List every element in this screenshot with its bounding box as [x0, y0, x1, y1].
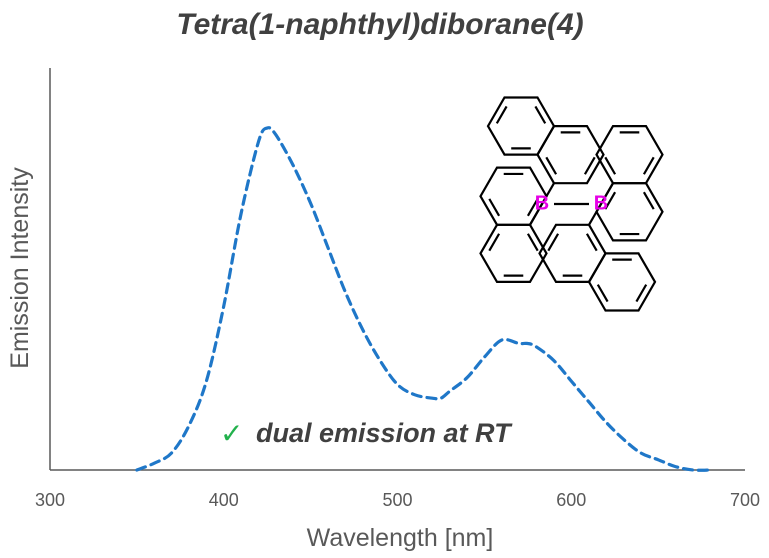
naphthalene-ring [595, 182, 664, 242]
atom-label-boron-right: B [594, 192, 608, 214]
molecule-structure [479, 96, 664, 312]
x-tick-label: 500 [382, 490, 412, 510]
double-bond [547, 233, 560, 252]
x-axis-label: Wavelength [nm] [307, 524, 494, 552]
atom-label-boron-left: B [535, 192, 549, 214]
x-tick-label: 400 [209, 490, 239, 510]
series-line-emission [135, 126, 712, 472]
double-bond [583, 156, 596, 175]
naphthalene-ring [595, 124, 664, 185]
double-bond [635, 284, 648, 303]
double-bond [585, 233, 598, 252]
double-bond [495, 105, 508, 124]
naphthalene-ring [486, 96, 556, 156]
x-tick-label: 700 [730, 490, 760, 510]
naphthalene-ring [587, 252, 657, 312]
x-tick-labels: 300 400 500 600 700 [35, 490, 760, 510]
double-bond [534, 105, 547, 124]
double-bond [596, 284, 609, 303]
naphthalene-ring [479, 223, 548, 283]
boron-carbon-bond [588, 203, 602, 226]
checkmark-icon: ✓ [220, 417, 243, 450]
y-axis-label: Emission Intensity [6, 167, 34, 369]
x-tick-label: 300 [35, 490, 65, 510]
chart-title: Tetra(1-naphthyl)diborane(4) [176, 8, 583, 41]
double-bond [526, 198, 539, 217]
x-tick-label: 600 [556, 490, 586, 510]
double-bond [642, 156, 655, 175]
double-bond [545, 156, 558, 175]
double-bond [488, 198, 501, 217]
naphthalene-ring [479, 166, 548, 226]
double-bond [488, 233, 501, 252]
double-bond [604, 191, 617, 210]
double-bond [526, 233, 539, 252]
double-bond [642, 191, 655, 210]
naphthalene-ring [538, 223, 607, 283]
annotation-dual-emission: dual emission at RT [256, 418, 513, 448]
double-bond [604, 156, 617, 175]
naphthalene-ring [536, 124, 605, 185]
